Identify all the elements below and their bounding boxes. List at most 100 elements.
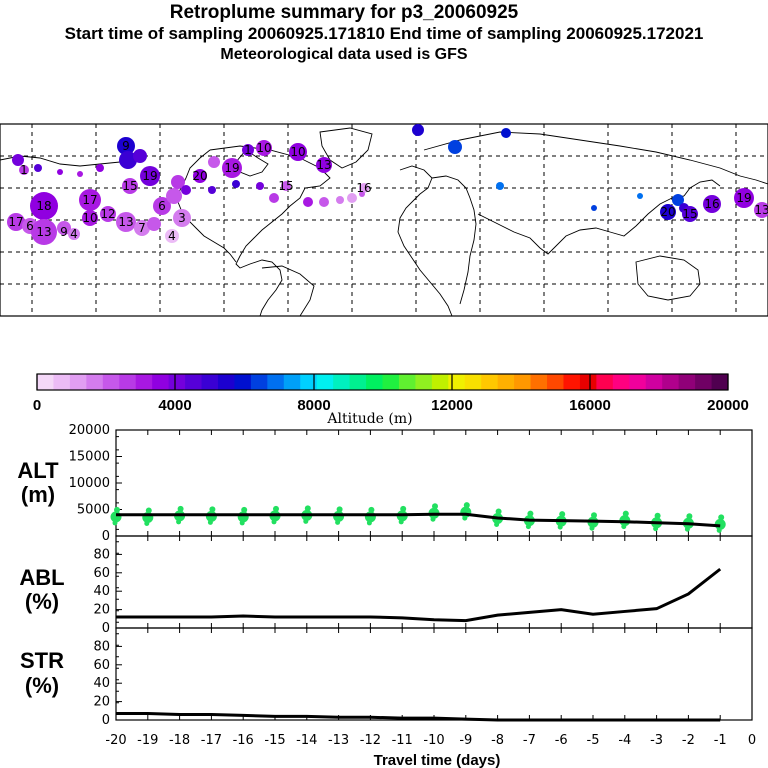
colorbar-tick-label: 20000 xyxy=(707,397,749,414)
altitude-cluster-dot xyxy=(591,512,597,519)
colorbar-cell xyxy=(250,374,268,390)
x-axis-label: Travel time (days) xyxy=(374,752,501,768)
plume-dot xyxy=(147,217,161,231)
x-tick-label: -16 xyxy=(233,733,254,748)
plume-dot xyxy=(281,181,291,191)
plume-dot xyxy=(347,193,357,203)
plume-dot xyxy=(82,210,98,226)
plume-dot xyxy=(242,144,254,156)
plume-dot xyxy=(181,185,191,195)
plume-dot xyxy=(116,212,136,232)
plume-dot-label: 18 xyxy=(36,199,51,213)
plume-dot xyxy=(57,169,63,175)
plume-dot xyxy=(289,143,307,161)
colorbar-cell xyxy=(464,374,482,390)
altitude-cluster-dot xyxy=(304,505,311,512)
altitude-cluster-dot xyxy=(716,527,722,533)
altitude-cluster-dot xyxy=(621,524,627,530)
plume-dot xyxy=(256,140,272,156)
x-tick-label: -17 xyxy=(201,733,222,748)
colorbar-cell xyxy=(366,374,383,390)
plume-dot-label: 15 xyxy=(682,207,697,221)
y-tick-label: 5000 xyxy=(77,503,110,518)
plume-dot xyxy=(336,196,344,204)
colorbar-label: Altitude (m) xyxy=(326,411,412,427)
plume-dot-label: 10 xyxy=(82,211,97,225)
plume-dot xyxy=(754,202,768,218)
str-label: STR xyxy=(20,648,64,673)
altitude-colorbar: 0 4000 8000 12000 16000 20000 Altitude (m) xyxy=(33,373,749,427)
colorbar-cell xyxy=(168,374,186,390)
altitude-cluster-dot xyxy=(177,505,184,512)
colorbar-cell xyxy=(316,374,334,390)
plume-dot xyxy=(117,137,135,155)
met-data-note: Meteorological data used is GFS xyxy=(220,46,468,63)
altitude-cluster-dot xyxy=(368,506,375,513)
colorbar-tick-label: 4000 xyxy=(158,397,191,414)
colorbar-cell xyxy=(382,374,400,390)
plume-dot-label: 6 xyxy=(26,219,34,233)
colorbar-cell xyxy=(234,374,252,390)
altitude-cluster-dot xyxy=(432,503,438,510)
colorbar-cell xyxy=(629,374,647,390)
panel-frame xyxy=(115,627,753,721)
plume-dot xyxy=(122,178,138,194)
x-tick-label: -20 xyxy=(105,733,126,748)
altitude-cluster-dot xyxy=(112,520,118,526)
colorbar-cell xyxy=(333,374,350,390)
altitude-cluster-dot xyxy=(622,510,629,517)
altitude-cluster-dot xyxy=(557,524,563,530)
colorbar-cell xyxy=(349,374,367,390)
altitude-cluster-dot xyxy=(209,506,216,513)
x-tick-label: -18 xyxy=(169,733,190,748)
colorbar-cells xyxy=(37,374,729,390)
colorbar-cell xyxy=(530,374,548,390)
colorbar-cell xyxy=(612,374,630,390)
colorbar-cell xyxy=(563,374,581,390)
str-unit: (%) xyxy=(25,673,59,698)
x-tick-label: -10 xyxy=(423,733,444,748)
x-tick-label: -19 xyxy=(137,733,158,748)
colorbar-ticks: 0 4000 8000 12000 16000 20000 xyxy=(33,374,749,414)
y-tick-label: 60 xyxy=(93,658,110,673)
series-line xyxy=(116,712,721,722)
y-tick-label: 40 xyxy=(93,676,110,691)
y-tick-label: 0 xyxy=(102,713,110,728)
plume-dot xyxy=(79,189,101,211)
plume-dot-label: 9 xyxy=(60,225,68,239)
altitude-cluster-dot xyxy=(176,519,182,525)
altitude-cluster-dot xyxy=(430,516,436,522)
plume-dot xyxy=(208,186,216,194)
panel-frame xyxy=(115,535,753,629)
plume-dot xyxy=(96,164,104,172)
plume-dot xyxy=(637,193,643,199)
series-line xyxy=(116,567,722,623)
y-tick-label: 80 xyxy=(93,639,110,654)
plume-dot-label: 4 xyxy=(168,229,176,243)
x-tick-label: -8 xyxy=(491,733,504,748)
y-tick-label: 20000 xyxy=(69,423,110,438)
plume-dot xyxy=(133,149,147,163)
colorbar-cell xyxy=(53,374,71,390)
colorbar-cell xyxy=(217,374,235,390)
plume-dot xyxy=(316,157,332,173)
colorbar-cell xyxy=(678,374,696,390)
colorbar-tick-label: 0 xyxy=(33,397,41,414)
plume-dot xyxy=(232,180,240,188)
plume-dot xyxy=(31,219,57,245)
plume-dot xyxy=(319,197,329,207)
colorbar-cell xyxy=(547,374,564,390)
plume-dot-label: 17 xyxy=(82,193,97,207)
plume-dot-label: 15 xyxy=(278,179,293,193)
plume-dot xyxy=(165,229,179,243)
altitude-cluster-dot xyxy=(527,510,534,517)
page-title: Retroplume summary for p3_20060925 xyxy=(169,2,519,23)
y-tick-label: 20 xyxy=(93,603,110,618)
colorbar-tick-label: 8000 xyxy=(297,397,330,414)
altitude-cluster-dot xyxy=(400,505,407,512)
panel-0: 0 5000 10000 15000 20000 xyxy=(69,423,753,544)
sampling-times: Start time of sampling 20060925.171810 E… xyxy=(64,24,704,43)
altitude-cluster-dot xyxy=(336,506,343,513)
